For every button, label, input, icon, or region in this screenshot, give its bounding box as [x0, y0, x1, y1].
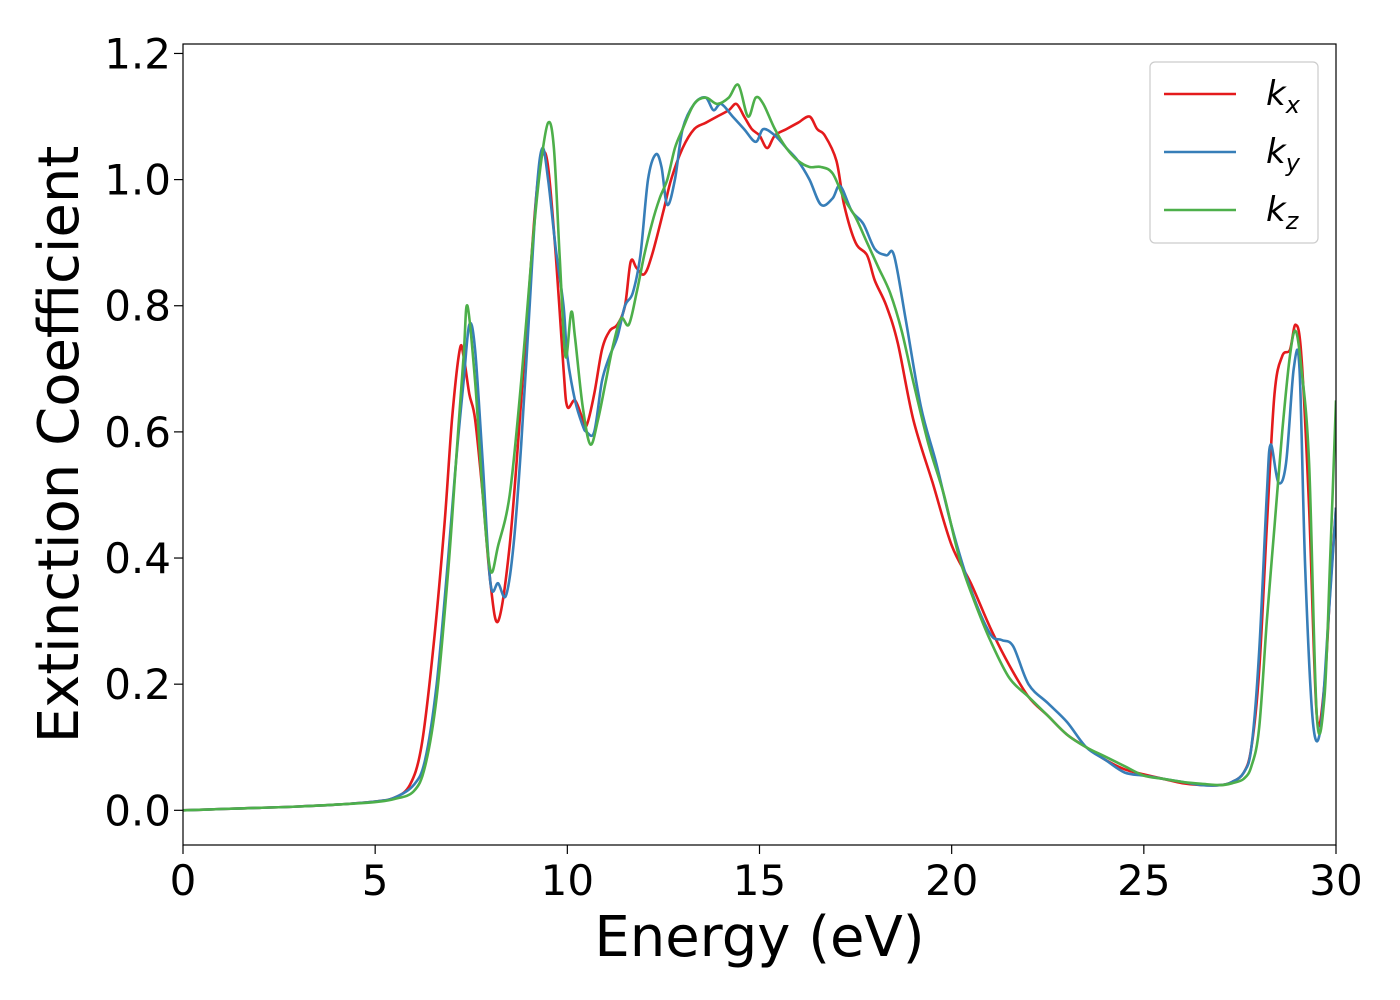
y-tick-label: 0.6 [104, 408, 171, 457]
series-line-kz [183, 83, 1336, 812]
legend-label-base: k [1266, 190, 1287, 230]
x-tick-label: 20 [925, 856, 978, 905]
y-axis-label: Extinction Coefficient [27, 146, 92, 744]
x-axis-label: Energy (eV) [594, 905, 924, 970]
legend-label-base: k [1266, 74, 1287, 114]
legend-item-kz: kz [1164, 190, 1300, 235]
y-tick-label: 0.8 [104, 282, 171, 331]
legend-label-sub: x [1285, 91, 1301, 119]
y-tick-label: 0.4 [104, 534, 171, 583]
x-tick-label: 10 [541, 856, 594, 905]
legend-label-sub: z [1285, 207, 1300, 235]
y-tick-label: 0.0 [104, 786, 171, 835]
legend-label: kz [1266, 190, 1300, 235]
x-tick-label: 0 [170, 856, 197, 905]
x-tick-label: 25 [1117, 856, 1170, 905]
legend-item-ky: ky [1164, 132, 1301, 177]
x-tick-label: 15 [733, 856, 786, 905]
y-tick-label: 0.2 [104, 660, 171, 709]
y-axis-ticks: 0.0 0.2 0.4 0.6 0.8 1.0 1.2 [104, 29, 183, 835]
legend-label-sub: y [1285, 149, 1301, 177]
y-tick-label: 1.0 [104, 156, 171, 205]
x-tick-label: 5 [362, 856, 389, 905]
legend-label-base: k [1266, 132, 1287, 172]
x-axis-ticks: 0 5 10 15 20 25 30 [170, 845, 1363, 905]
legend-item-kx: kx [1164, 74, 1301, 119]
x-tick-label: 30 [1309, 856, 1362, 905]
legend-label: kx [1266, 74, 1301, 119]
y-tick-label: 1.2 [104, 29, 171, 78]
plot-lines [183, 83, 1336, 812]
legend-label: ky [1266, 132, 1301, 177]
